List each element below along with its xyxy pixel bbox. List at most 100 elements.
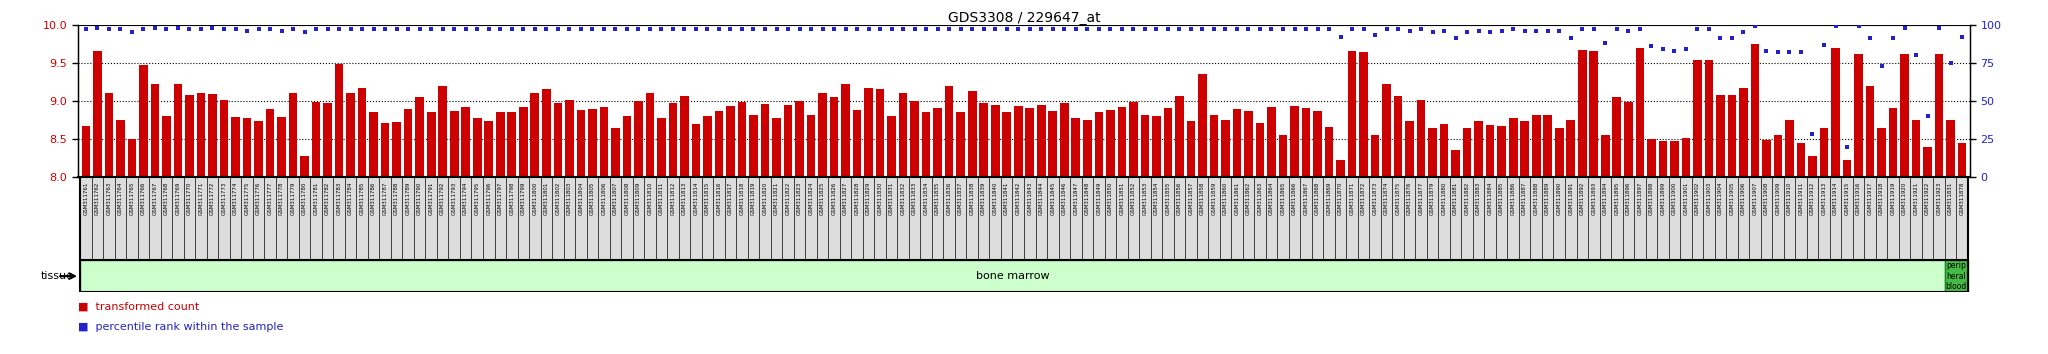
Text: GSM311800: GSM311800 bbox=[532, 181, 537, 215]
Point bbox=[70, 27, 102, 32]
Bar bbox=[184, 95, 195, 177]
Text: GSM311824: GSM311824 bbox=[809, 181, 813, 215]
Point bbox=[874, 27, 907, 32]
Text: GDS3308 / 229647_at: GDS3308 / 229647_at bbox=[948, 11, 1100, 25]
Text: GSM311805: GSM311805 bbox=[590, 181, 594, 215]
Bar bbox=[588, 108, 596, 177]
Text: GSM311854: GSM311854 bbox=[1153, 181, 1159, 215]
Bar bbox=[219, 100, 227, 177]
Bar bbox=[956, 112, 965, 177]
Bar bbox=[795, 101, 805, 177]
Point bbox=[1174, 27, 1206, 32]
Point bbox=[887, 27, 920, 32]
Bar bbox=[1382, 84, 1391, 177]
Point bbox=[1151, 27, 1184, 32]
Point bbox=[645, 27, 678, 32]
Point bbox=[1001, 27, 1034, 32]
Text: GSM311781: GSM311781 bbox=[313, 181, 319, 215]
Text: GSM311812: GSM311812 bbox=[670, 181, 676, 215]
Text: GSM311836: GSM311836 bbox=[946, 181, 952, 215]
Text: GSM311769: GSM311769 bbox=[176, 181, 180, 215]
Text: GSM311807: GSM311807 bbox=[612, 181, 618, 215]
Bar bbox=[1118, 107, 1126, 177]
Text: GSM311898: GSM311898 bbox=[1649, 181, 1655, 215]
Point bbox=[690, 27, 723, 32]
Point bbox=[1358, 33, 1391, 38]
Point bbox=[1116, 27, 1149, 32]
Text: GSM311799: GSM311799 bbox=[520, 181, 526, 215]
Text: GSM311857: GSM311857 bbox=[1188, 181, 1194, 215]
Point bbox=[1692, 27, 1724, 32]
Text: GSM311873: GSM311873 bbox=[1372, 181, 1378, 215]
Point bbox=[1221, 27, 1253, 32]
Bar bbox=[358, 88, 367, 177]
Text: GSM311849: GSM311849 bbox=[1096, 181, 1102, 215]
Text: GSM311842: GSM311842 bbox=[1016, 181, 1020, 215]
Bar bbox=[1808, 156, 1817, 177]
Bar bbox=[1210, 115, 1219, 177]
Text: GSM311880: GSM311880 bbox=[1442, 181, 1446, 215]
Point bbox=[1243, 27, 1276, 32]
Point bbox=[1427, 28, 1460, 34]
Bar bbox=[991, 105, 999, 177]
Bar bbox=[1866, 86, 1874, 177]
Bar bbox=[1071, 118, 1079, 177]
Bar bbox=[1440, 124, 1448, 177]
Text: GSM311866: GSM311866 bbox=[1292, 181, 1296, 215]
Bar bbox=[1233, 108, 1241, 177]
Text: GSM311795: GSM311795 bbox=[475, 181, 479, 215]
Text: GSM311834: GSM311834 bbox=[924, 181, 928, 215]
Point bbox=[426, 27, 459, 32]
Bar bbox=[772, 118, 780, 177]
Text: GSM311833: GSM311833 bbox=[911, 181, 918, 215]
Point bbox=[1634, 43, 1667, 49]
Bar bbox=[1659, 141, 1667, 177]
Bar bbox=[369, 112, 379, 177]
Text: GSM311886: GSM311886 bbox=[1511, 181, 1516, 215]
Text: GSM311856: GSM311856 bbox=[1178, 181, 1182, 215]
Bar bbox=[657, 118, 666, 177]
Bar bbox=[162, 116, 170, 177]
Bar bbox=[117, 120, 125, 177]
Bar bbox=[1694, 60, 1702, 177]
Point bbox=[369, 27, 401, 32]
Point bbox=[1808, 42, 1841, 47]
Point bbox=[139, 25, 172, 31]
Bar bbox=[1647, 139, 1655, 177]
Bar bbox=[1509, 118, 1518, 177]
Bar bbox=[553, 103, 561, 177]
Bar bbox=[346, 93, 354, 177]
Bar bbox=[231, 117, 240, 177]
Point bbox=[391, 27, 424, 32]
Point bbox=[1313, 27, 1346, 32]
Point bbox=[438, 27, 471, 32]
Text: GSM311852: GSM311852 bbox=[1130, 181, 1137, 215]
Bar bbox=[819, 93, 827, 177]
Bar bbox=[600, 107, 608, 177]
Text: GSM311789: GSM311789 bbox=[406, 181, 412, 215]
Bar bbox=[1821, 127, 1829, 177]
Bar bbox=[1497, 126, 1505, 177]
Point bbox=[1348, 27, 1380, 32]
Point bbox=[1946, 34, 1978, 40]
Point bbox=[750, 27, 782, 32]
Text: GSM311770: GSM311770 bbox=[186, 181, 193, 215]
Text: GSM311883: GSM311883 bbox=[1477, 181, 1481, 215]
Bar bbox=[403, 108, 412, 177]
Point bbox=[610, 27, 643, 32]
Text: GSM311870: GSM311870 bbox=[1337, 181, 1343, 215]
Text: ■  transformed count: ■ transformed count bbox=[78, 301, 199, 311]
Text: GSM311877: GSM311877 bbox=[1419, 181, 1423, 215]
Point bbox=[909, 27, 942, 32]
Bar bbox=[152, 84, 160, 177]
Bar bbox=[1554, 127, 1563, 177]
Point bbox=[1014, 27, 1047, 32]
Bar bbox=[1532, 115, 1540, 177]
Point bbox=[1866, 63, 1898, 69]
Bar bbox=[334, 64, 344, 177]
Point bbox=[207, 27, 240, 32]
Point bbox=[324, 27, 356, 32]
Text: GSM311761: GSM311761 bbox=[84, 181, 88, 215]
Text: GSM311775: GSM311775 bbox=[244, 181, 250, 215]
Text: GSM311774: GSM311774 bbox=[233, 181, 238, 215]
